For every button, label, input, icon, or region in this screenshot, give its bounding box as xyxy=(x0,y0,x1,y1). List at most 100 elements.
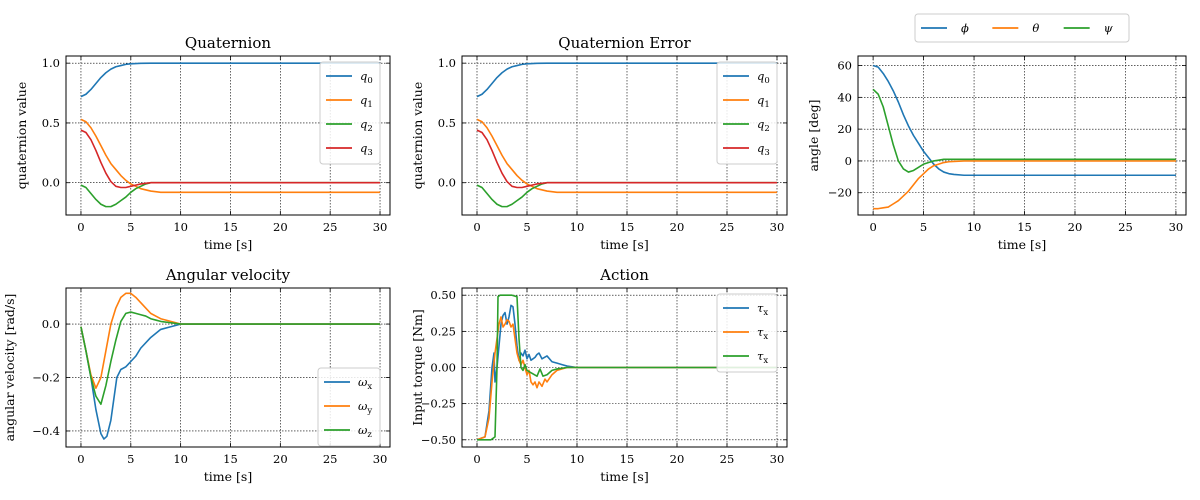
y-axis-label: angle [deg] xyxy=(806,99,821,171)
chart-title: Angular velocity xyxy=(165,266,291,284)
y-tick-label: −0.2 xyxy=(32,371,60,385)
x-tick-label: 20 xyxy=(273,220,288,234)
legend-label: q3 xyxy=(757,141,770,158)
legend-label-subscript: x xyxy=(763,308,768,318)
series-line xyxy=(476,118,777,194)
y-tick-label: −20 xyxy=(828,186,852,200)
legend-label-base: q xyxy=(360,69,367,83)
x-tick-label: 0 xyxy=(869,220,876,234)
y-tick-label: 0.0 xyxy=(42,176,60,190)
x-tick-label: 15 xyxy=(620,220,635,234)
plot-frame xyxy=(65,55,391,216)
y-tick-label: 1.0 xyxy=(42,56,60,70)
x-tick-label: 30 xyxy=(770,220,785,234)
legend-label-subscript: 2 xyxy=(764,124,769,134)
legend-label-subscript: x xyxy=(763,332,768,342)
legend-label: ψ xyxy=(1104,21,1114,35)
x-tick-label: 0 xyxy=(473,220,480,234)
legend-label-base: q xyxy=(757,141,764,155)
x-tick-label: 10 xyxy=(967,220,982,234)
x-tick-label: 0 xyxy=(77,220,84,234)
legend-label-subscript: 2 xyxy=(367,124,372,134)
legend-frame xyxy=(317,367,381,447)
legend-label-subscript: 1 xyxy=(367,100,372,110)
x-tick-label: 25 xyxy=(720,452,735,466)
y-tick-label: −0.50 xyxy=(421,433,456,447)
series-line xyxy=(476,129,777,189)
y-tick-label: 0.0 xyxy=(438,176,456,190)
legend-label-subscript: x xyxy=(763,356,768,366)
legend-frame xyxy=(319,61,381,165)
x-tick-label: 15 xyxy=(1017,220,1032,234)
y-tick-label: 60 xyxy=(837,59,852,73)
x-tick-label: 5 xyxy=(127,452,134,466)
x-axis-label: time [s] xyxy=(600,469,648,484)
legend-label-subscript: x xyxy=(367,382,372,392)
legend-label: q2 xyxy=(757,117,770,134)
legend-label: q1 xyxy=(757,93,770,110)
legend-label-subscript: 3 xyxy=(764,148,769,158)
euler-angle-panel: 0 5 10 15 20 25 30 −20 0 20 40 60 time [s] angle [deg… xyxy=(806,13,1187,252)
series-line xyxy=(872,88,1176,173)
series-line xyxy=(476,316,777,441)
chart-title: Quaternion Error xyxy=(558,34,691,52)
plot-frame xyxy=(65,287,391,448)
legend-label-base: q xyxy=(360,141,367,155)
legend-label-subscript: z xyxy=(367,430,372,440)
chart-title: Quaternion xyxy=(185,34,271,52)
legend-label-base: τ xyxy=(757,301,764,315)
series-line xyxy=(80,118,381,194)
legend-label-subscript: 0 xyxy=(764,76,769,86)
chart-title: Action xyxy=(599,266,649,284)
x-tick-label: 10 xyxy=(570,220,585,234)
legend-label: ωz xyxy=(358,423,372,440)
angular-velocity-panel: 0 5 10 15 20 25 30 −0.4 −0.2 0.0 Angular velocity t… xyxy=(2,266,391,484)
legend-label: θ xyxy=(1032,21,1039,35)
x-tick-label: 15 xyxy=(620,452,635,466)
x-tick-label: 30 xyxy=(1169,220,1184,234)
y-axis-label: quaternion value xyxy=(410,82,425,189)
legend-label-base: q xyxy=(757,93,764,107)
legend-label: q2 xyxy=(360,117,373,134)
y-tick-label: −0.4 xyxy=(32,424,60,438)
series-line xyxy=(80,311,381,406)
legend-label: q1 xyxy=(360,93,373,110)
legend-label-base: q xyxy=(360,93,367,107)
legend-label-subscript: y xyxy=(366,406,372,416)
legend-frame xyxy=(716,293,778,373)
plot-frame xyxy=(461,55,788,216)
x-tick-label: 25 xyxy=(720,220,735,234)
series-line xyxy=(80,62,381,98)
y-tick-label: −0.25 xyxy=(421,397,456,411)
y-tick-label: 0.25 xyxy=(430,324,456,338)
x-tick-label: 15 xyxy=(223,220,238,234)
x-tick-label: 5 xyxy=(920,220,927,234)
y-tick-label: 0.5 xyxy=(438,116,456,130)
legend-label-subscript: 1 xyxy=(764,100,769,110)
legend-label: ϕ xyxy=(961,21,969,35)
legend-label: τx xyxy=(757,349,768,366)
x-tick-label: 0 xyxy=(473,452,480,466)
x-tick-label: 20 xyxy=(670,452,685,466)
legend-label-base: q xyxy=(360,117,367,131)
x-tick-label: 10 xyxy=(173,220,188,234)
series-line xyxy=(476,62,777,98)
plot-frame xyxy=(857,55,1187,216)
action-panel: 0 5 10 15 20 25 30 −0.50 −0.25 0.00 0.25 0.50 Action… xyxy=(410,266,788,484)
x-tick-label: 25 xyxy=(323,220,338,234)
y-tick-label: 40 xyxy=(837,90,852,104)
x-tick-label: 30 xyxy=(373,452,388,466)
legend-label-base: τ xyxy=(757,349,764,363)
y-tick-label: 0.0 xyxy=(42,317,60,331)
x-tick-label: 5 xyxy=(523,452,530,466)
y-tick-label: 0.00 xyxy=(430,361,456,375)
legend-label-base: q xyxy=(757,117,764,131)
legend-label: ωx xyxy=(358,375,372,392)
y-tick-label: 0.50 xyxy=(430,288,456,302)
series-line xyxy=(477,294,777,441)
